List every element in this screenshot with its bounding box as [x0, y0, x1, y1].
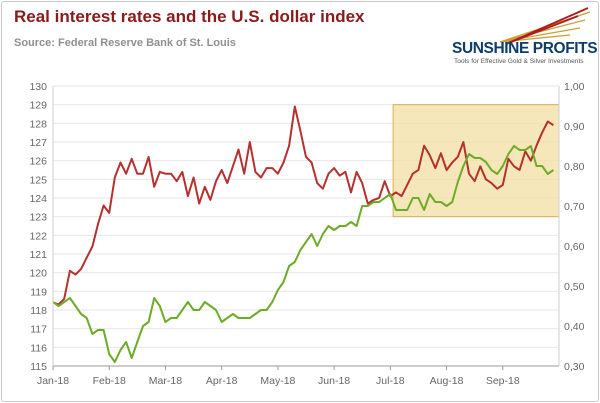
x-tick-label: Mar-18 — [149, 375, 182, 387]
chart-title: Real interest rates and the U.S. dollar … — [14, 7, 365, 26]
y-left-tick-label: 122 — [29, 230, 47, 242]
x-tick-label: Aug-18 — [430, 375, 464, 387]
dollar-index-line — [52, 105, 554, 306]
x-tick-label: Jul-18 — [376, 375, 405, 387]
x-tick-label: Sep-18 — [486, 375, 520, 387]
x-tick-label: Jun-18 — [318, 375, 350, 387]
y-right-tick-label: 0,30 — [564, 361, 585, 373]
y-left-tick-label: 116 — [30, 342, 47, 354]
y-left-tick-label: 130 — [29, 81, 47, 93]
y-right-tick-label: 0,70 — [564, 201, 585, 213]
y-right-tick-label: 1,00 — [564, 81, 585, 93]
sun-rays-icon — [499, 7, 591, 45]
y-left-tick-label: 129 — [29, 100, 47, 112]
x-tick-label: Feb-18 — [93, 375, 126, 387]
y-left-tick-label: 118 — [30, 305, 47, 317]
y-left-tick-label: 124 — [29, 193, 47, 205]
y-left-tick-label: 128 — [29, 118, 47, 130]
logo: SUNSHINE PROFITS Tools for Effective Gol… — [440, 6, 598, 68]
series-group — [52, 105, 554, 363]
y-right-tick-label: 0,40 — [564, 321, 585, 333]
y-left-tick-label: 115 — [30, 361, 47, 373]
y-right-tick-label: 0,60 — [564, 241, 585, 253]
real-rate-line — [52, 145, 554, 363]
y-left-tick-label: 119 — [30, 286, 47, 298]
y-right-tick-label: 0,50 — [564, 281, 585, 293]
x-tick-label: Apr-18 — [206, 375, 238, 387]
y-left-tick-label: 117 — [30, 324, 47, 336]
y-right-tick-label: 0,80 — [564, 161, 585, 173]
y-left-tick-label: 120 — [29, 268, 47, 280]
y-left-tick-label: 123 — [29, 212, 47, 224]
y-left-tick-label: 125 — [29, 174, 47, 186]
logo-name: SUNSHINE PROFITS — [452, 40, 598, 57]
y-left-tick-label: 126 — [29, 156, 47, 168]
x-tick-label: Jan-18 — [37, 375, 69, 387]
y-left-tick-label: 127 — [29, 137, 47, 149]
y-left-tick-label: 121 — [29, 249, 47, 261]
axes-group: 115 116 117 118 119 120 121 122 123 124 125 126 127 1… — [29, 81, 584, 387]
logo-tagline: Tools for Effective Gold & Silver Invest… — [454, 58, 584, 65]
chart-source: Source: Federal Reserve Bank of St. Loui… — [14, 37, 236, 49]
y-right-tick-label: 0,90 — [564, 121, 585, 133]
x-tick-label: May-18 — [260, 375, 295, 387]
